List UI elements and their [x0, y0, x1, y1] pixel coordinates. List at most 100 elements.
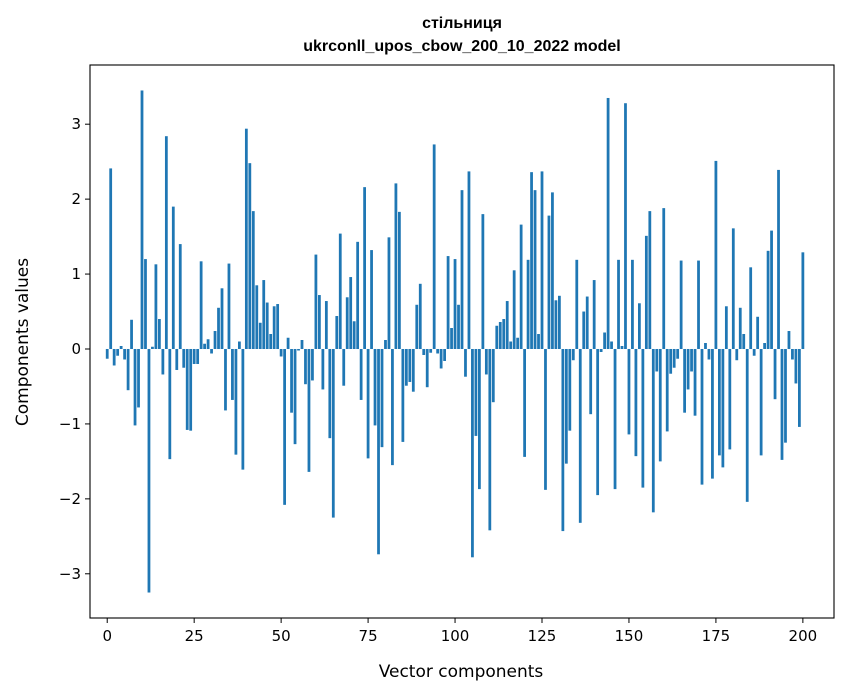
bar — [352, 321, 356, 349]
bar — [161, 348, 165, 375]
x-tick-label: 75 — [359, 627, 378, 645]
bar — [182, 348, 186, 368]
bar — [627, 348, 631, 435]
bar — [478, 348, 481, 490]
bar — [658, 348, 662, 462]
bar — [679, 260, 683, 349]
bar — [429, 348, 433, 353]
bar — [251, 211, 255, 349]
bar — [394, 183, 398, 349]
x-axis-ticks: 0 25 50 75 100 125 150 175 200 — [102, 618, 817, 645]
bar — [585, 296, 589, 349]
y-tick-label: 2 — [71, 190, 81, 208]
bar — [123, 348, 126, 360]
bar — [387, 237, 391, 349]
bar — [735, 348, 739, 361]
bar — [290, 348, 293, 413]
bar — [752, 348, 756, 356]
bar — [147, 348, 151, 593]
bar — [457, 304, 460, 349]
bar — [488, 348, 492, 531]
bar — [491, 348, 495, 403]
bar — [258, 322, 262, 349]
bar — [558, 295, 561, 349]
x-tick-label: 150 — [615, 627, 644, 645]
bar — [780, 348, 784, 460]
plot-frame — [89, 64, 835, 619]
bar — [398, 211, 401, 349]
bar — [467, 171, 471, 349]
bar — [644, 235, 648, 349]
y-tick-label: −1 — [59, 415, 81, 433]
bar — [589, 348, 593, 415]
bar — [791, 348, 794, 360]
bar — [613, 348, 617, 490]
x-tick-label: 125 — [528, 627, 557, 645]
bar — [175, 348, 179, 370]
bar — [547, 215, 551, 349]
bar — [248, 163, 252, 349]
bar — [422, 348, 426, 355]
chart-subtitle: ukrconll_upos_cbow_200_10_2022 model — [303, 38, 620, 55]
bar — [151, 346, 154, 349]
bar — [443, 348, 446, 361]
bar — [446, 256, 450, 349]
bar — [345, 297, 349, 349]
bar — [794, 348, 798, 384]
bar — [537, 334, 540, 349]
bar — [311, 348, 314, 381]
bar — [265, 302, 269, 349]
bar — [599, 348, 603, 352]
bar — [401, 348, 405, 442]
bar — [220, 288, 224, 349]
bar — [363, 187, 366, 349]
bar — [307, 348, 311, 472]
bar — [105, 348, 109, 359]
bar — [763, 343, 766, 349]
bar — [418, 283, 422, 349]
bar — [119, 346, 123, 349]
y-axis-ticks: −3 −2 −1 0 1 2 3 — [59, 115, 90, 583]
bar — [185, 348, 189, 430]
bar — [144, 259, 147, 349]
bar — [293, 348, 297, 445]
bar — [318, 295, 321, 349]
x-axis-label: Vector components — [379, 662, 544, 682]
bar — [512, 270, 516, 349]
x-tick-label: 175 — [702, 627, 731, 645]
bar — [784, 348, 787, 443]
bar — [714, 160, 718, 349]
bar — [450, 328, 453, 349]
x-tick-label: 50 — [272, 627, 291, 645]
bar — [596, 348, 600, 496]
bar — [436, 348, 440, 354]
bar — [540, 171, 544, 349]
bar — [742, 334, 746, 349]
bar — [199, 261, 203, 349]
bar — [439, 348, 443, 369]
y-tick-label: 0 — [71, 340, 81, 358]
bar — [304, 348, 307, 385]
bar — [495, 325, 499, 349]
bar — [638, 303, 641, 349]
bar — [481, 214, 485, 349]
bar — [464, 348, 467, 377]
chart-title: стільниця — [422, 15, 502, 32]
bar — [690, 348, 693, 372]
bar — [377, 348, 380, 555]
bar — [759, 348, 763, 456]
bar — [380, 348, 384, 448]
bar — [411, 348, 415, 392]
bar — [766, 250, 770, 349]
bar — [564, 348, 568, 464]
bar — [530, 172, 533, 349]
bar — [773, 348, 777, 400]
bar — [154, 264, 158, 349]
bar — [787, 331, 791, 349]
bar — [777, 169, 780, 349]
bars-group — [105, 90, 805, 593]
bar — [474, 348, 478, 436]
bar — [631, 259, 634, 349]
bar — [206, 339, 210, 349]
bar — [137, 348, 140, 408]
